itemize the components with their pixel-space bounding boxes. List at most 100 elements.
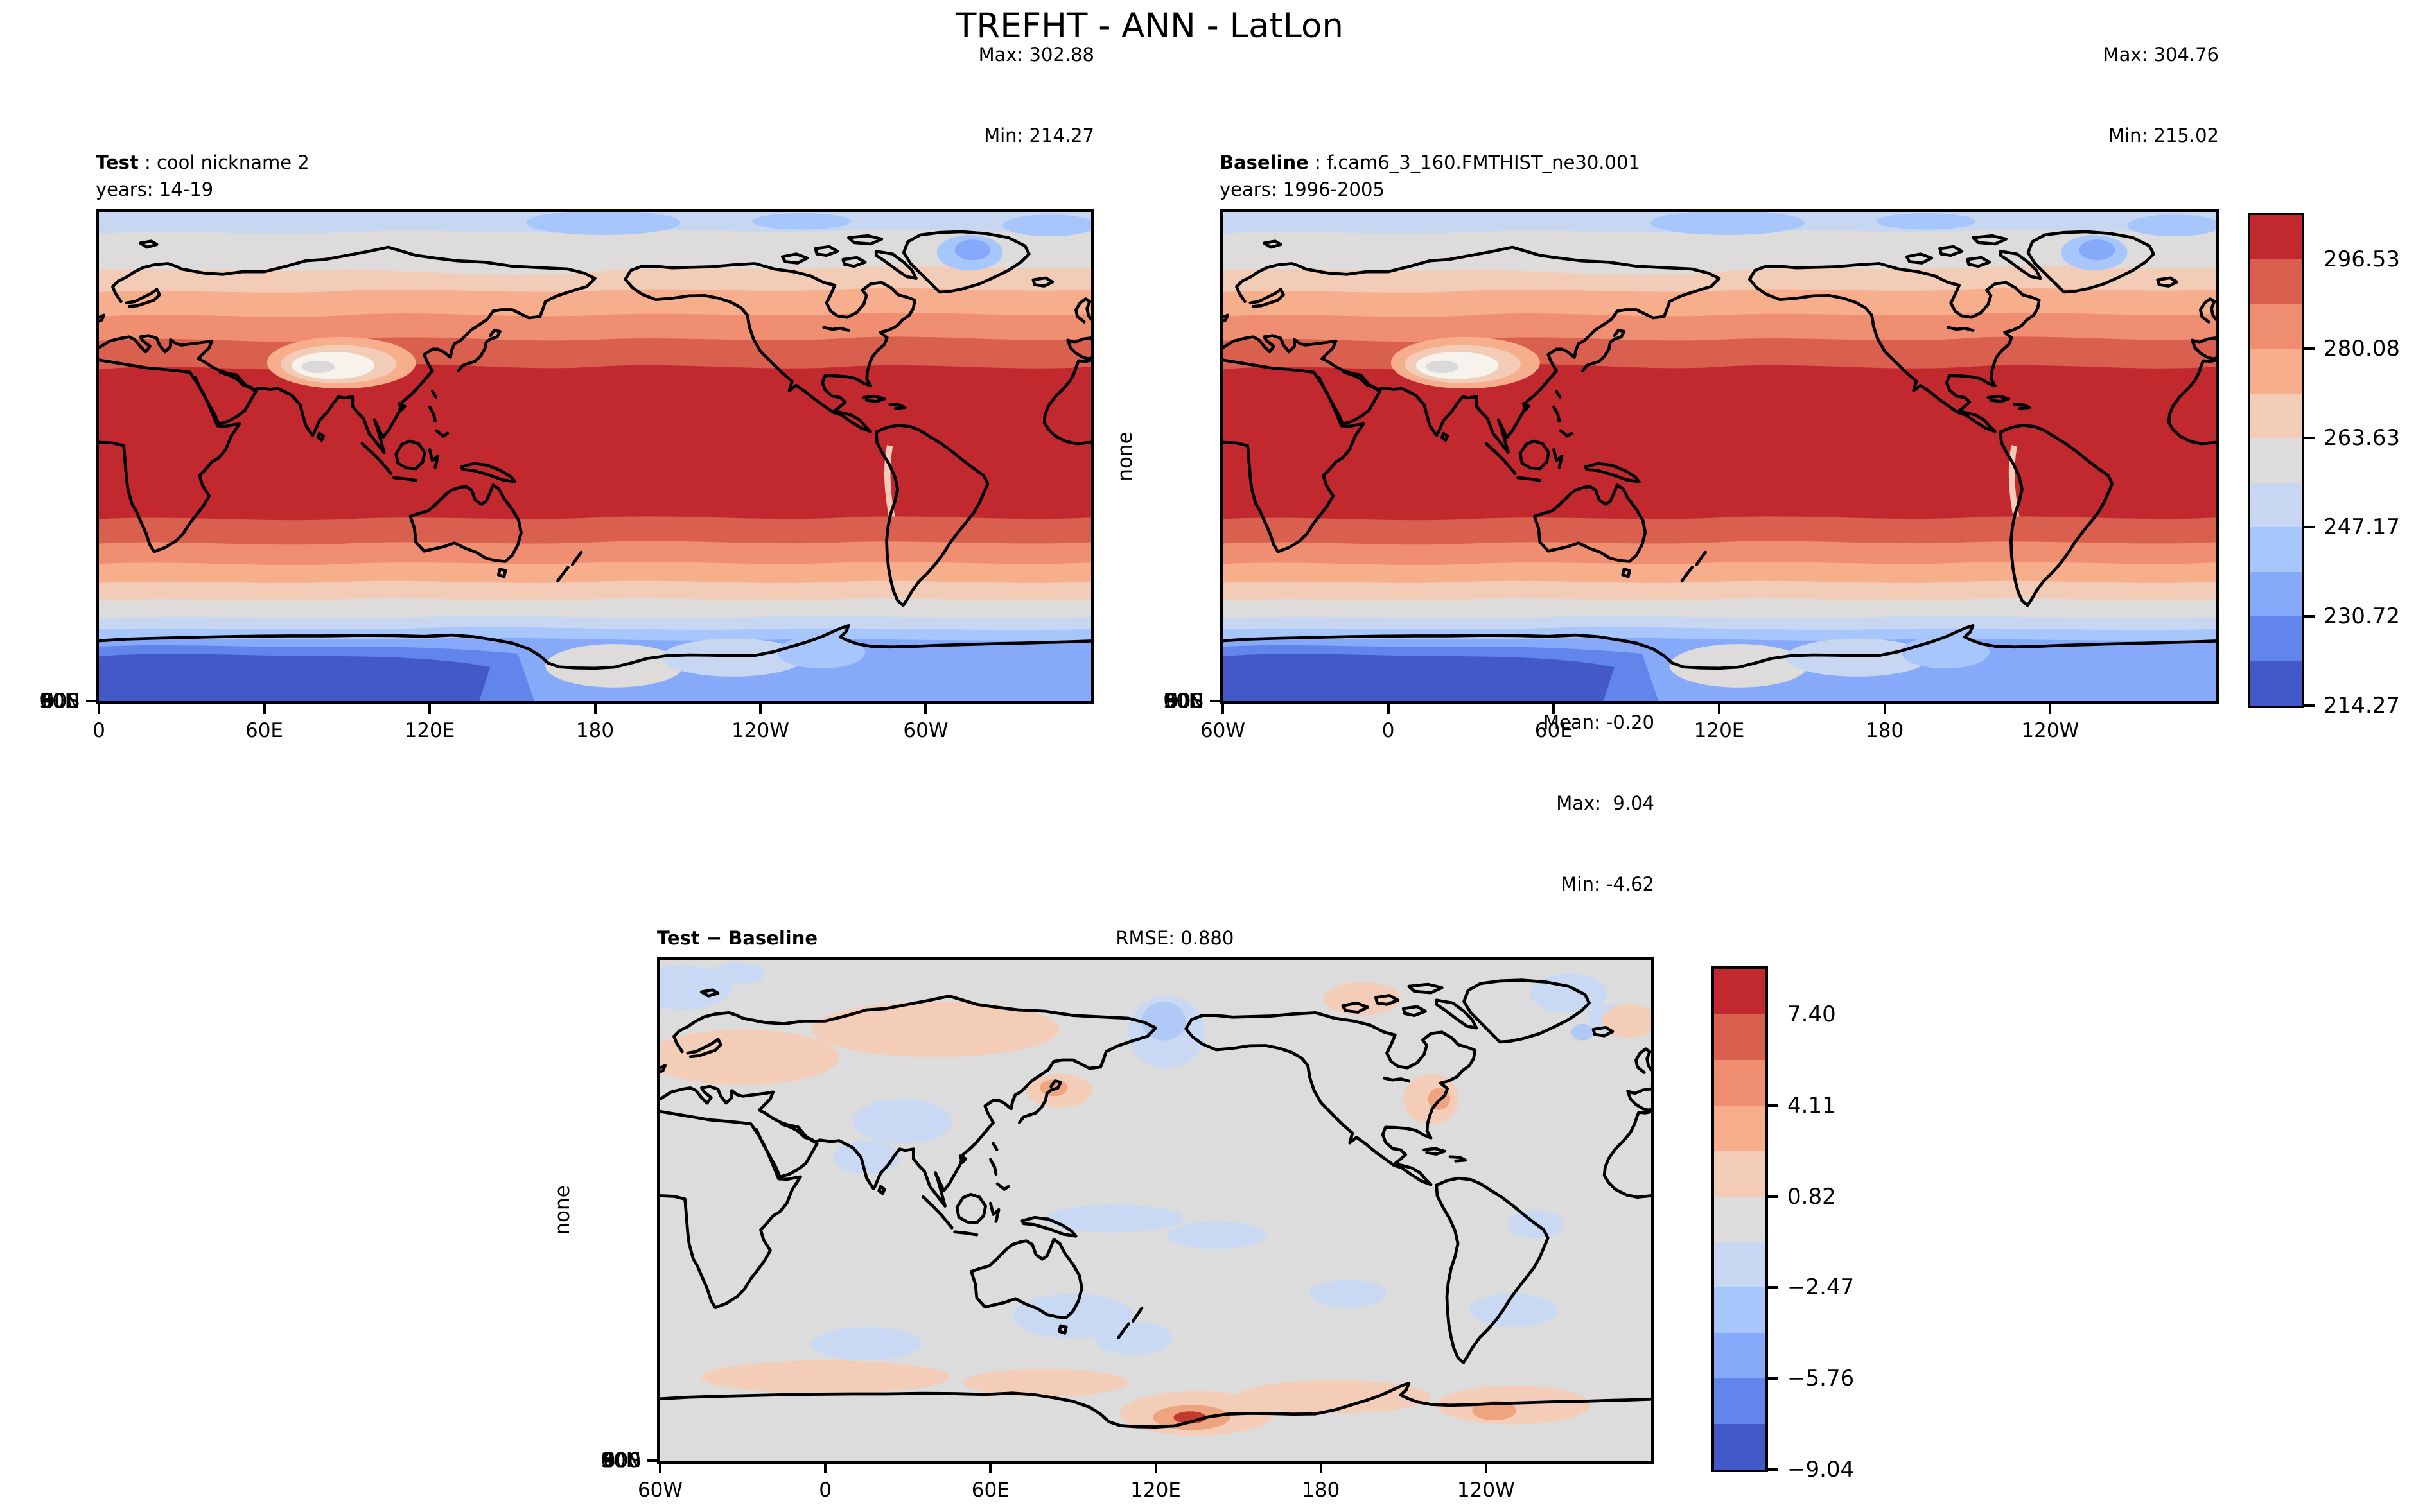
diff-case-info: Test − Baseline: [657, 925, 818, 952]
x-tickmark: [2049, 701, 2052, 714]
colorbar-band: [2250, 661, 2302, 706]
y-tick-label: 30N: [39, 690, 80, 713]
x-tick-label: 0: [92, 719, 105, 742]
diff-title: Test − Baseline: [657, 927, 818, 949]
y-tick-label: 30S: [1165, 690, 1204, 713]
colorbar-band: [2250, 438, 2302, 483]
y-tickmark: [86, 700, 99, 702]
colorbar-tick-label: 230.72: [2324, 604, 2400, 630]
colorbar-band: [1714, 1242, 1765, 1288]
baseline-ylabel: none: [1114, 431, 1137, 482]
colorbar-tick-label: 7.40: [1787, 1001, 1836, 1027]
diff-stats: Mean: -0.20 Max: 9.04 Min: -4.62: [1543, 655, 1654, 952]
x-tick-label: 120W: [731, 719, 789, 742]
x-tickmark: [98, 701, 100, 714]
x-tick-label: 0: [1381, 719, 1395, 742]
colorbar-band: [1714, 1424, 1765, 1470]
x-tick-label: 60E: [971, 1479, 1010, 1502]
colorbar-tick-label: −5.76: [1787, 1366, 1855, 1392]
colorbar-band: [2250, 482, 2302, 528]
colorbar-band: [1714, 1287, 1765, 1334]
colorbar-tickmark: [1765, 1104, 1778, 1107]
colorbar-band: [2250, 349, 2302, 394]
y-tick-label: 60N: [1163, 690, 1204, 713]
x-tick-label: 60W: [903, 719, 949, 742]
test-min: Min: 214.27: [984, 125, 1094, 146]
y-tick-label: 90N: [600, 1449, 641, 1472]
x-tick-label: 120W: [1457, 1479, 1515, 1502]
colorbar-band: [2250, 304, 2302, 349]
colorbar-band: [1714, 1378, 1765, 1425]
y-tick-label: 90S: [41, 690, 80, 713]
x-tickmark: [428, 701, 431, 714]
colorbar-tick-label: 4.11: [1787, 1092, 1836, 1118]
test-case-info: Test : cool nickname 2 years: 14-19: [96, 149, 310, 203]
colorbar-band: [1714, 1059, 1765, 1106]
colorbar-tick-label: 0.82: [1787, 1183, 1836, 1210]
temperature-colorbar-bands: [2250, 215, 2302, 706]
colorbar-band: [2250, 259, 2302, 304]
y-tick-label: 60N: [39, 690, 80, 713]
x-tickmark: [1552, 701, 1555, 714]
colorbar-tick-label: −9.04: [1787, 1457, 1855, 1482]
x-tick-label: 180: [1302, 1479, 1340, 1502]
test-case-name: Test: [96, 152, 139, 173]
baseline-case-name: Baseline: [1220, 152, 1309, 173]
test-map-panel: 0 60E 120E 180 120W 60W 90N 60N 30N 0 30S 60S 90S: [39, 209, 1094, 742]
baseline-stats: Mean: 287.54 Max: 304.76 Min: 215.02: [2091, 0, 2219, 203]
y-tickmark: [1210, 700, 1223, 702]
test-map: [99, 212, 1091, 701]
x-tickmark: [759, 701, 762, 714]
colorbar-tick-label: 214.27: [2324, 693, 2400, 718]
colorbar-band: [2250, 393, 2302, 439]
x-tick-label: 120E: [404, 719, 455, 742]
colorbar-tickmark: [2302, 347, 2315, 351]
colorbar-band: [1714, 1333, 1765, 1379]
difference-colorbar-bands: [1714, 969, 1765, 1470]
y-tick-label: 0: [628, 1449, 641, 1472]
x-tickmark: [1718, 701, 1720, 714]
colorbar-tickmark: [1765, 1468, 1778, 1471]
y-tick-label: 60S: [602, 1449, 641, 1472]
colorbar-tickmark: [1765, 1377, 1778, 1380]
diff-map: [660, 960, 1651, 1461]
x-tickmark: [924, 701, 927, 714]
colorbar-tickmark: [1765, 1286, 1778, 1289]
temperature-colorbar: 296.53 280.08 263.63 247.17 230.72 214.27: [2248, 213, 2400, 718]
x-tick-label: 60W: [1200, 719, 1246, 742]
colorbar-band: [2250, 616, 2302, 661]
y-tickmark: [647, 1459, 660, 1462]
y-tick-label: 60N: [600, 1449, 641, 1472]
y-tick-label: 90S: [1165, 690, 1204, 713]
test-panel-header: Test : cool nickname 2 years: 14-19 Mean…: [96, 44, 1094, 203]
colorbar-tick-label: 247.17: [2324, 514, 2400, 541]
x-tick-label: 180: [575, 719, 615, 742]
x-tickmark: [989, 1461, 992, 1473]
baseline-max: Max: 304.76: [2103, 44, 2219, 65]
colorbar-tickmark: [2302, 615, 2315, 618]
y-tick-label: 30N: [1163, 690, 1204, 713]
x-tickmark: [659, 1461, 661, 1473]
x-tickmark: [1387, 701, 1390, 714]
x-tick-label: 120E: [1694, 719, 1745, 742]
diff-ylabel: none: [551, 1185, 574, 1235]
baseline-case-id: : f.cam6_3_160.FMTHIST_ne30.001: [1308, 152, 1640, 173]
y-tick-label: 90N: [39, 690, 80, 713]
x-tickmark: [1221, 701, 1224, 714]
x-tick-label: 60E: [245, 719, 284, 742]
baseline-case-label: Baseline : f.cam6_3_160.FMTHIST_ne30.001: [1220, 149, 1640, 176]
colorbar-tick-label: 296.53: [2324, 247, 2400, 273]
colorbar-band: [2250, 527, 2302, 572]
x-tickmark: [824, 1461, 827, 1473]
diff-panel-header: Test − Baseline RMSE: 0.880 Mean: -0.20 …: [657, 711, 1654, 952]
y-tick-label: 30N: [600, 1449, 641, 1472]
x-tickmark: [1484, 1461, 1487, 1473]
test-case-nickname: : cool nickname 2: [138, 152, 310, 173]
diff-max: Max: 9.04: [1556, 792, 1654, 814]
colorbar-tickmark: [2302, 437, 2315, 440]
y-tick-label: 90N: [1163, 690, 1204, 713]
x-tickmark: [1154, 1461, 1157, 1473]
x-tick-label: 180: [1866, 719, 1904, 742]
x-tickmark: [593, 701, 597, 714]
difference-colorbar: 7.40 4.11 0.82 −2.47 −5.76 −9.04: [1711, 966, 1854, 1482]
